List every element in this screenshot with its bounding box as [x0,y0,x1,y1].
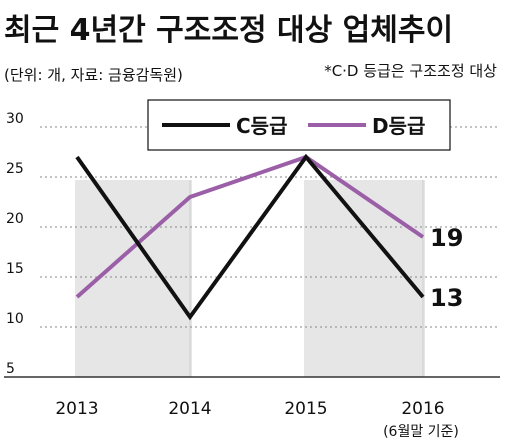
grade-note: *C·D 등급은 구조조정 대상 [324,62,497,80]
x-tick-label: 2016 [401,399,444,419]
y-tick-label: 5 [6,361,15,377]
end-value-label: 13 [430,284,463,312]
legend: C등급 D등급 [147,99,451,151]
x-tick-label: 2014 [168,399,211,419]
column-stripes [75,180,425,377]
y-tick-label: 15 [6,261,24,277]
source-note: (단위: 개, 자료: 금융감독원) [4,66,183,84]
series-line-d-grade [75,154,425,299]
chart-title: 최근 4년간 구조조정 대상 업체추이 [4,13,453,48]
legend-label: C등급 [236,114,287,138]
column-stripe [304,180,425,377]
series-line-c-grade [75,153,425,321]
x-axis-ticks: 2013 2014 2015 2016 (6월말 기준) [55,399,459,440]
y-tick-label: 25 [6,161,24,177]
y-tick-label: 10 [6,311,24,327]
x-tick-sublabel: (6월말 기준) [383,424,459,440]
x-tick-label: 2015 [284,399,327,419]
end-value-label: 19 [430,224,463,252]
y-tick-label: 20 [6,211,24,227]
y-tick-label: 30 [6,111,24,127]
x-tick-label: 2013 [55,399,98,419]
series-lines: 13 19 [75,153,463,321]
y-axis-ticks: 5 10 15 20 25 30 [6,111,24,377]
legend-label: D등급 [372,114,425,138]
